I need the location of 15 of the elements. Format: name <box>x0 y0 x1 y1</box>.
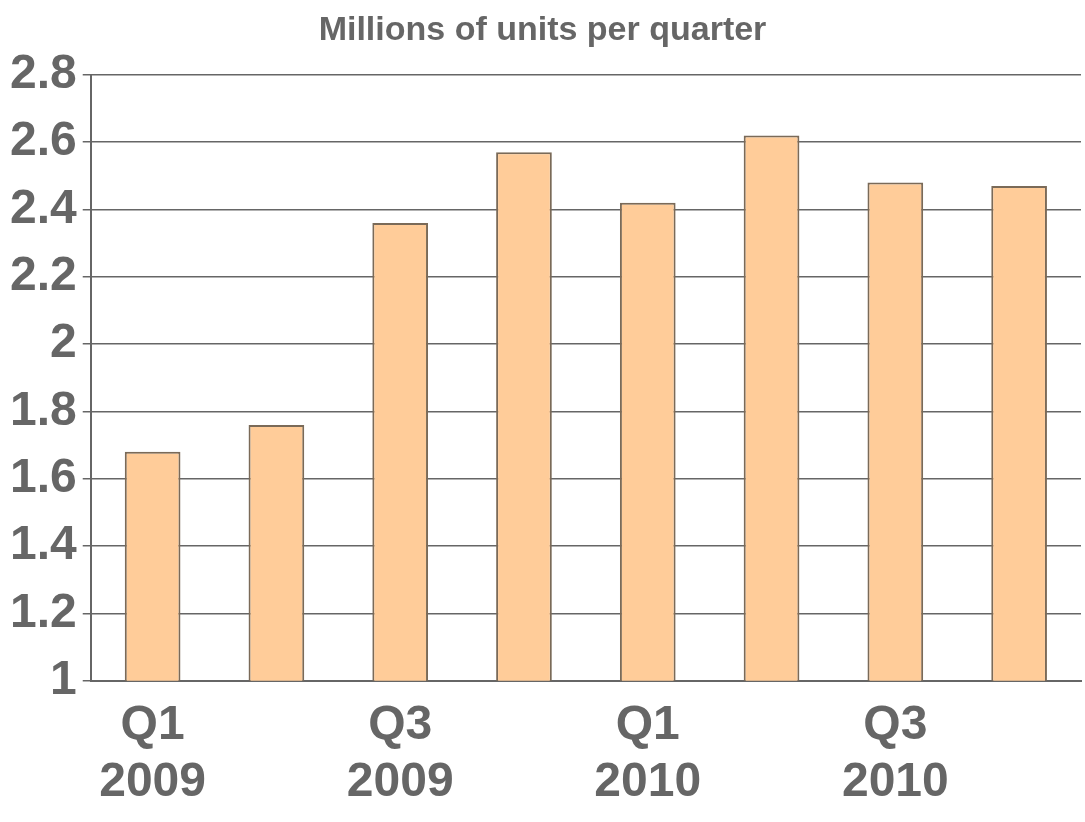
y-tick-label: 2 <box>50 314 77 368</box>
x-tick-label: Q1 2009 <box>99 695 207 807</box>
x-tick-label: Q3 2010 <box>841 695 949 807</box>
x-tick-label: Q3 2009 <box>346 695 454 807</box>
x-tick-label: Q1 2010 <box>594 695 702 807</box>
y-tick-label: 1.2 <box>9 583 77 637</box>
y-tick-label: 2.6 <box>9 112 77 166</box>
y-tick-label: 1.4 <box>9 516 78 570</box>
y-tick-label: 2.4 <box>9 179 78 233</box>
y-tick-label: 1.6 <box>9 449 77 503</box>
y-tick-label: 1.8 <box>9 381 77 435</box>
y-tick-label: 1 <box>50 651 77 705</box>
y-tick-label: 2.8 <box>9 45 77 99</box>
chart-title: Millions of units per quarter <box>318 8 767 47</box>
y-tick-label: 2.2 <box>9 247 77 301</box>
